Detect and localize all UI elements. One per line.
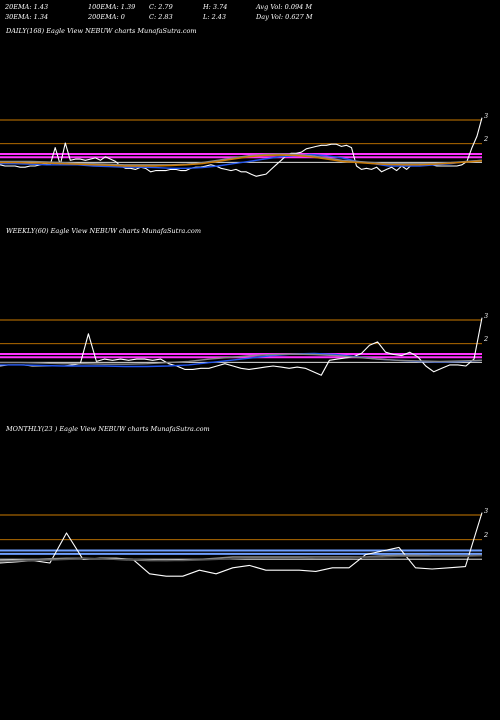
monthly-series-2	[0, 555, 483, 563]
header-ema200: 200EMA: 0	[88, 13, 125, 21]
header-day-vol: Day Vol: 0.627 M	[256, 13, 313, 21]
header-ema100: 100EMA: 1.39	[88, 3, 136, 11]
weekly-series-2	[0, 353, 483, 365]
weekly-ytick-2: 2	[483, 335, 488, 343]
monthly-ytick-2: 2	[483, 531, 488, 539]
header-avg-vol: Avg Vol: 0.094 M	[256, 3, 313, 11]
monthly-panel: 32	[0, 507, 488, 577]
daily-chart-title: DAILY(168) Eagle View NEBUW charts Munaf…	[6, 27, 197, 35]
weekly-panel: 32	[0, 312, 488, 376]
daily-series-0	[0, 117, 483, 177]
monthly-ytick-3: 3	[484, 507, 488, 515]
daily-series-3	[0, 154, 483, 167]
monthly-chart-title: MONTHLY(23 ) Eagle View NEBUW charts Mun…	[6, 425, 210, 433]
header-low: L: 2.43	[203, 13, 227, 21]
monthly-series-0	[0, 512, 483, 577]
weekly-chart-title: WEEKLY(60) Eagle View NEBUW charts Munaf…	[6, 227, 201, 235]
header-ema30: 30EMA: 1.34	[5, 13, 49, 21]
weekly-ytick-3: 3	[484, 312, 488, 320]
header-close-2: C: 2.83	[149, 13, 173, 21]
header-close-1: C: 2.79	[149, 3, 173, 11]
header-high: H: 3.74	[203, 3, 228, 11]
daily-series-2	[0, 153, 483, 166]
daily-panel: 32	[0, 112, 488, 177]
daily-ytick-3: 3	[484, 112, 488, 120]
daily-ytick-2: 2	[483, 135, 488, 143]
header-ema20: 20EMA: 1.43	[5, 3, 49, 11]
